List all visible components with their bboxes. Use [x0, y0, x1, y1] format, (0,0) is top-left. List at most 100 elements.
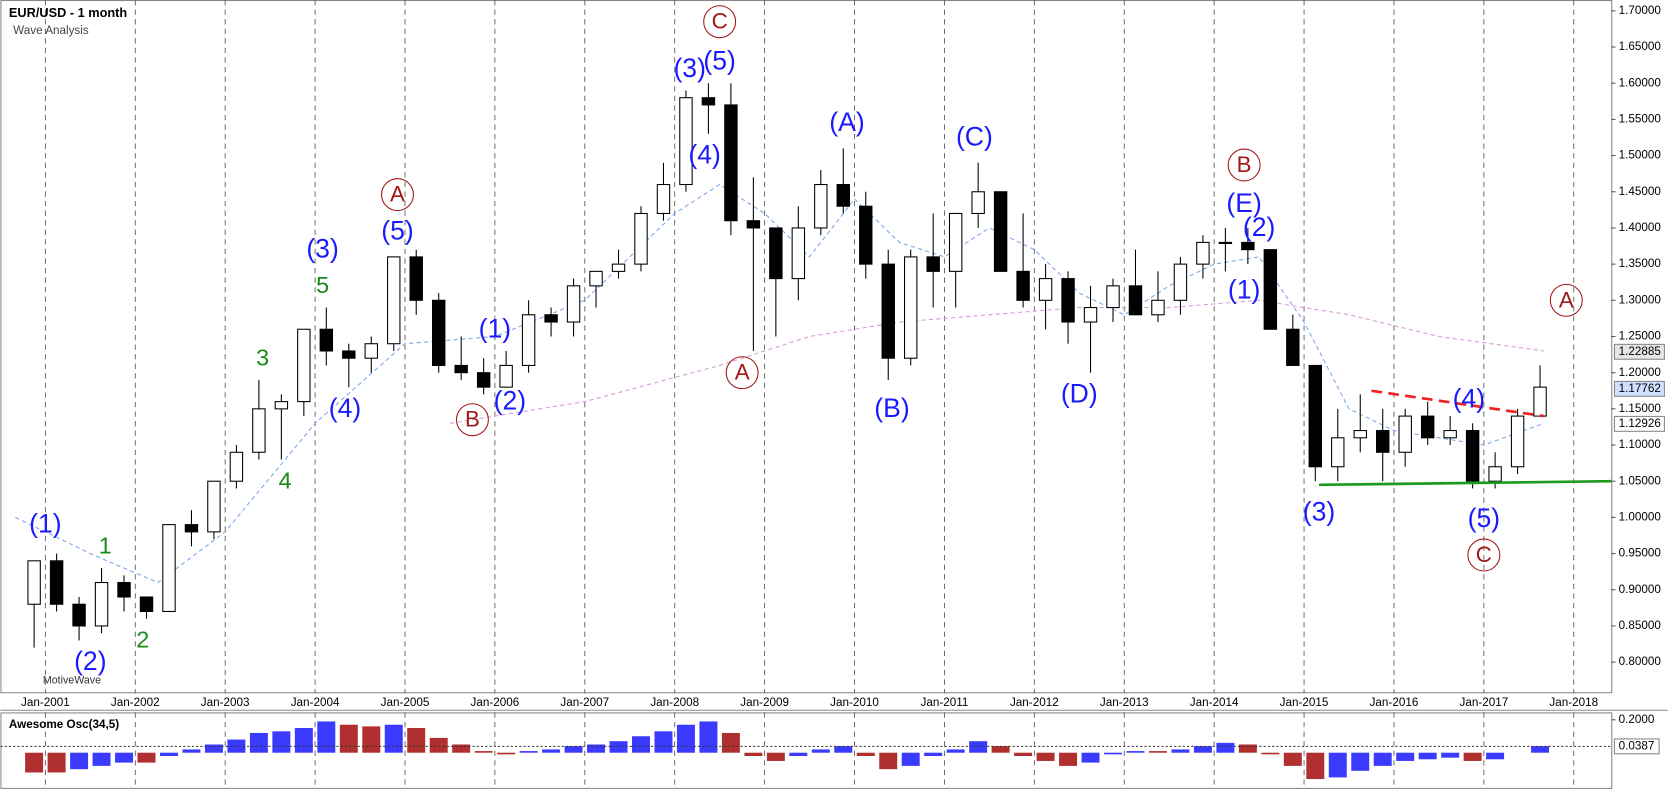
- candle-body: [319, 328, 334, 352]
- osc-bar: [811, 749, 830, 753]
- candle-body: [1218, 241, 1233, 245]
- wave-label: (2): [1243, 212, 1275, 242]
- osc-bar: [924, 752, 943, 757]
- x-tick-label: Jan-2015: [1280, 696, 1329, 709]
- x-tick-label: Jan-2007: [560, 696, 609, 709]
- osc-bar: [474, 751, 493, 753]
- candle-body: [1151, 299, 1165, 316]
- y-tick-label: 1.35000: [1619, 257, 1662, 270]
- trendline: [1371, 389, 1545, 418]
- x-tick-label: Jan-2004: [291, 696, 340, 709]
- osc-bar: [676, 724, 695, 753]
- osc-bar: [362, 726, 381, 753]
- candle-body: [971, 191, 985, 215]
- y-tick-label: 1.25000: [1619, 330, 1662, 343]
- y-tick-label: 1.60000: [1619, 76, 1662, 89]
- wave-label: A: [1559, 287, 1574, 312]
- candle-body: [476, 372, 491, 388]
- candle-body: [1420, 415, 1435, 439]
- candle-body: [544, 314, 558, 323]
- osc-bar: [92, 752, 111, 766]
- y-tick-label: 1.50000: [1619, 149, 1662, 162]
- candle-body: [364, 343, 378, 359]
- osc-bar: [609, 741, 628, 753]
- osc-bar: [294, 728, 313, 753]
- osc-bar: [1328, 752, 1347, 778]
- osc-bar: [429, 737, 448, 753]
- candle-body: [431, 299, 446, 366]
- x-tick-label: Jan-2012: [1010, 696, 1059, 709]
- candle-body: [1106, 285, 1120, 309]
- candle-body: [1443, 430, 1457, 439]
- osc-bar: [1126, 751, 1145, 753]
- trendline: [1319, 479, 1612, 487]
- osc-title: Awesome Osc(34,5): [9, 718, 119, 731]
- wave-label: (5): [1468, 503, 1500, 533]
- osc-frame: [0, 712, 1613, 789]
- price-label-box: [1613, 343, 1665, 360]
- candle-body: [791, 227, 806, 280]
- candle-body: [117, 581, 131, 598]
- candle-body: [72, 603, 86, 627]
- osc-bar: [564, 746, 583, 753]
- wave-label: (E): [1226, 188, 1261, 218]
- candle-body: [1016, 270, 1030, 301]
- y-tick-label: 1.65000: [1619, 40, 1662, 53]
- candle-body: [1398, 415, 1412, 453]
- wave-label: 5: [316, 272, 329, 298]
- wave-label: (D): [1061, 378, 1098, 408]
- osc-bar: [1531, 746, 1550, 753]
- y-tick-label: 0.90000: [1619, 583, 1662, 596]
- wave-label: (3): [673, 53, 705, 83]
- wave-label: A: [735, 360, 750, 385]
- x-tick-label: Jan-2013: [1100, 696, 1149, 709]
- osc-bar: [137, 752, 156, 763]
- wave-label: (A): [829, 107, 864, 137]
- wave-label: (2): [74, 646, 106, 676]
- y-tick-label: 0.80000: [1619, 655, 1662, 668]
- watermark: MotiveWave: [43, 674, 101, 686]
- osc-bar: [452, 744, 471, 753]
- candle-body: [634, 212, 648, 265]
- candle-body: [656, 183, 671, 215]
- candle-body: [229, 451, 244, 482]
- osc-bar: [632, 736, 650, 753]
- candle-body: [162, 524, 176, 613]
- wave-label: (4): [688, 140, 720, 170]
- osc-bar: [317, 721, 336, 753]
- candle-body: [993, 191, 1008, 272]
- x-tick-label: Jan-2002: [111, 696, 160, 709]
- price-label: 1.17762: [1619, 382, 1661, 395]
- wave-label: (1): [479, 313, 511, 343]
- wave-label: B: [465, 407, 480, 432]
- candle-body: [207, 480, 221, 533]
- candle-body: [1286, 328, 1300, 366]
- candle-body: [611, 263, 626, 272]
- osc-bar: [1148, 751, 1167, 753]
- osc-bar: [204, 744, 223, 753]
- osc-bar: [1441, 752, 1460, 758]
- x-tick-label: Jan-2018: [1549, 696, 1598, 709]
- osc-bar: [1418, 752, 1437, 760]
- x-tick-label: Jan-2001: [21, 696, 70, 709]
- candle-body: [1353, 430, 1367, 439]
- price-label: 1.22885: [1619, 345, 1662, 358]
- wave-label: (C): [956, 122, 993, 152]
- candle-body: [814, 183, 828, 229]
- wave-circle: [1227, 148, 1261, 182]
- osc-bar: [542, 749, 561, 753]
- osc-bar: [339, 724, 358, 753]
- candle-body: [1488, 466, 1502, 482]
- price-label: 1.12926: [1619, 417, 1661, 430]
- wave-circle: [1467, 538, 1501, 572]
- chart-subtitle: Wave Analysis: [13, 24, 89, 37]
- osc-bar: [879, 752, 898, 770]
- y-tick-label: 1.55000: [1619, 112, 1662, 125]
- candle-body: [904, 256, 918, 359]
- wave-label: (3): [1303, 496, 1335, 526]
- price-label-box: [1613, 415, 1665, 432]
- x-tick-label: Jan-2009: [740, 696, 789, 709]
- osc-bar: [47, 752, 66, 773]
